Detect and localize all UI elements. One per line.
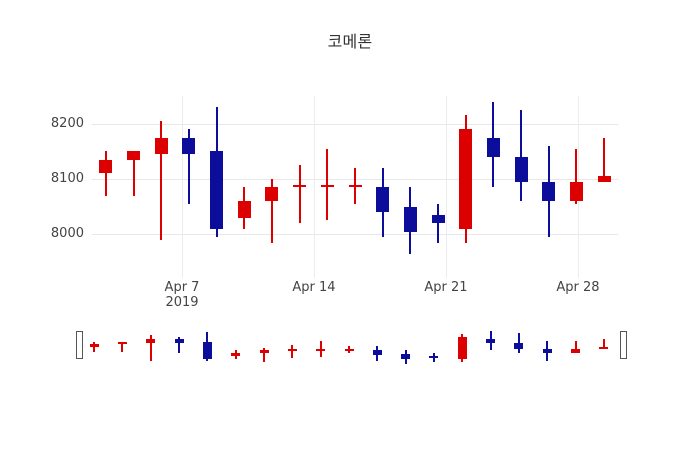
candle-body [265,187,278,202]
x-axis-tick-label: Apr 28 [556,280,600,295]
range-handle-left[interactable] [76,331,83,359]
candle-body [90,343,99,347]
candle-body [599,347,608,350]
candle-body [401,354,410,360]
candle-wick [150,335,152,362]
gridline-horizontal [92,234,618,235]
candle-body [570,181,583,202]
candle-body [203,342,212,359]
candle-body [321,184,334,187]
range-handle-right[interactable] [620,331,627,359]
candle-body [238,201,251,218]
chart-title: 코메론 [327,32,373,51]
candle-body [349,184,362,187]
candle-wick [271,179,273,243]
candle-body [260,349,269,353]
candle-body [182,137,195,155]
candle-body [127,151,140,160]
candle-wick [105,151,107,196]
candle-body [459,129,472,229]
candle-wick [437,203,439,243]
y-axis-tick-label: 8000 [50,226,84,241]
candle-body [231,352,240,357]
x-axis-tick-label: Apr 21 [424,280,468,295]
candle-wick [291,345,293,358]
candle-body [210,151,223,229]
candle-wick [160,120,162,240]
candle-body [288,349,297,352]
candle-wick [603,339,605,349]
candle-wick [520,109,522,202]
candle-body [146,339,155,343]
candle-wick [575,341,577,354]
candle-body [404,206,417,232]
candle-body [429,355,438,358]
candle-body [487,137,500,157]
candle-body [293,184,306,187]
candle-body [543,348,552,353]
candle-body [458,337,467,359]
gridline-vertical [182,96,183,278]
candle-body [542,181,555,202]
candle-body [376,187,389,213]
candle-wick [603,137,605,182]
y-axis-tick-label: 8200 [50,116,84,131]
candle-wick [178,337,180,354]
candle-wick [575,148,577,204]
candle-wick [299,165,301,224]
gridline-vertical [446,96,447,278]
candle-body [514,343,523,349]
candle-body [598,176,611,182]
candle-body [373,349,382,356]
candle-wick [121,342,123,352]
candle-body [118,342,127,344]
candle-wick [326,148,328,221]
candle-wick [518,333,520,353]
candle-body [345,349,354,352]
candle-wick [188,129,190,204]
candle-body [99,159,112,174]
gridline-horizontal [92,124,618,125]
candle-body [432,214,445,224]
candle-body [155,137,168,155]
candle-wick [263,348,265,362]
gridline-vertical [314,96,315,278]
candle-body [515,156,528,182]
candle-body [571,348,580,353]
candle-wick [133,154,135,196]
candle-body [316,349,325,352]
candle-body [175,339,184,343]
y-axis-tick-label: 8100 [50,171,84,186]
candle-wick [93,342,95,352]
x-axis-tick-label: Apr 7 2019 [164,280,200,310]
candle-body [486,339,495,344]
x-axis-tick-label: Apr 14 [292,280,336,295]
